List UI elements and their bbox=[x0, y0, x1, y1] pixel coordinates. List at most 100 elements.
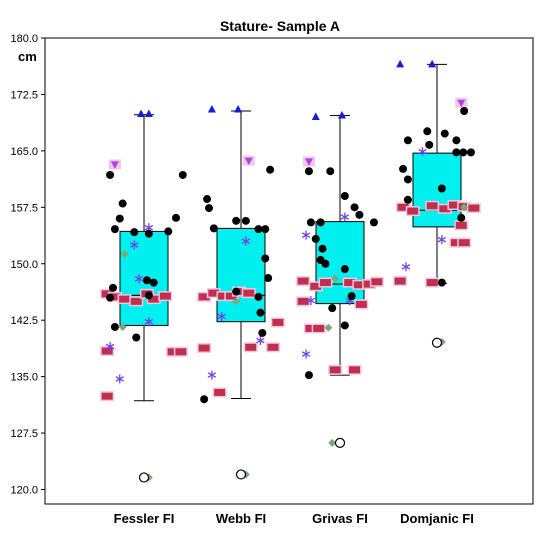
data-point bbox=[267, 343, 279, 351]
y-tick-label: 127.5 bbox=[10, 428, 38, 440]
y-tick-label: 165.0 bbox=[10, 146, 38, 158]
data-point bbox=[326, 167, 335, 176]
data-point bbox=[110, 225, 119, 234]
data-point bbox=[457, 99, 466, 108]
data-point bbox=[264, 274, 273, 283]
data-point bbox=[439, 205, 451, 213]
data-point bbox=[337, 111, 346, 119]
data-point bbox=[148, 295, 160, 303]
data-point bbox=[311, 234, 320, 243]
outlier-point bbox=[334, 437, 346, 448]
x-category-label: Fessler FI bbox=[114, 511, 175, 526]
data-point bbox=[297, 277, 309, 285]
data-point bbox=[340, 192, 349, 201]
data-point bbox=[204, 204, 213, 213]
data-point bbox=[110, 161, 119, 169]
data-point bbox=[164, 227, 173, 236]
data-point bbox=[350, 203, 359, 212]
data-point bbox=[304, 167, 313, 176]
outlier-point bbox=[138, 472, 150, 483]
data-point bbox=[198, 344, 210, 352]
y-tick-label: 120.0 bbox=[10, 485, 38, 497]
data-point bbox=[144, 224, 154, 231]
data-point bbox=[108, 283, 117, 292]
data-point bbox=[241, 216, 250, 225]
data-point bbox=[448, 201, 460, 209]
data-point bbox=[426, 279, 438, 287]
data-point bbox=[241, 238, 251, 244]
data-point bbox=[437, 236, 447, 243]
data-point bbox=[159, 292, 171, 300]
data-point bbox=[144, 291, 153, 300]
data-point bbox=[328, 304, 337, 313]
x-category-label: Grivas FI bbox=[312, 511, 368, 526]
data-point bbox=[403, 136, 412, 145]
plot-area-frame bbox=[44, 37, 534, 505]
data-point bbox=[347, 292, 356, 301]
data-point bbox=[452, 148, 461, 157]
data-point bbox=[306, 218, 315, 227]
data-point bbox=[208, 289, 220, 297]
data-point bbox=[344, 279, 356, 287]
data-point bbox=[200, 395, 209, 404]
data-point bbox=[106, 170, 115, 179]
data-point bbox=[149, 278, 158, 287]
data-point bbox=[353, 281, 365, 289]
data-point bbox=[466, 148, 475, 157]
data-point bbox=[318, 244, 327, 253]
data-point bbox=[232, 287, 241, 296]
data-point bbox=[301, 351, 311, 357]
data-point bbox=[329, 366, 341, 374]
data-point bbox=[426, 202, 438, 210]
data-point bbox=[460, 203, 469, 212]
y-tick-label: 142.5 bbox=[10, 315, 38, 327]
data-point bbox=[244, 157, 253, 166]
data-point bbox=[110, 322, 119, 331]
data-point bbox=[371, 278, 383, 286]
box-iqr bbox=[216, 227, 266, 323]
data-point bbox=[306, 297, 316, 304]
data-point bbox=[437, 184, 446, 193]
y-axis-label: cm bbox=[18, 49, 37, 64]
data-point bbox=[261, 254, 270, 263]
data-point bbox=[452, 136, 461, 145]
data-point bbox=[214, 388, 226, 396]
data-point bbox=[119, 295, 131, 303]
data-point bbox=[137, 109, 146, 118]
data-point bbox=[261, 225, 270, 234]
data-point bbox=[403, 195, 412, 204]
data-point bbox=[297, 297, 309, 305]
data-point bbox=[115, 376, 124, 382]
data-point bbox=[130, 228, 139, 237]
data-point bbox=[349, 366, 361, 374]
data-point bbox=[234, 104, 243, 113]
data-point bbox=[437, 278, 446, 287]
data-point bbox=[101, 347, 113, 355]
data-point bbox=[423, 127, 432, 136]
data-point bbox=[130, 297, 142, 305]
data-point bbox=[258, 328, 267, 337]
data-point bbox=[101, 290, 113, 298]
data-point bbox=[468, 204, 480, 212]
data-point bbox=[328, 438, 337, 447]
data-point bbox=[396, 59, 405, 68]
data-point bbox=[118, 322, 127, 331]
data-point bbox=[403, 175, 412, 184]
data-point bbox=[340, 321, 349, 330]
data-point bbox=[310, 282, 322, 290]
data-point bbox=[256, 337, 265, 344]
data-point bbox=[407, 207, 419, 215]
data-point bbox=[209, 224, 218, 233]
data-point bbox=[459, 148, 468, 157]
y-tick-label: 172.5 bbox=[10, 89, 38, 101]
data-point bbox=[418, 148, 427, 155]
data-point bbox=[319, 279, 331, 287]
x-category-label: Webb FI bbox=[216, 511, 266, 526]
data-point bbox=[144, 318, 154, 325]
data-point bbox=[340, 214, 350, 220]
data-point bbox=[304, 158, 313, 166]
data-point bbox=[142, 276, 151, 285]
data-point bbox=[355, 210, 364, 219]
data-point bbox=[440, 129, 449, 138]
